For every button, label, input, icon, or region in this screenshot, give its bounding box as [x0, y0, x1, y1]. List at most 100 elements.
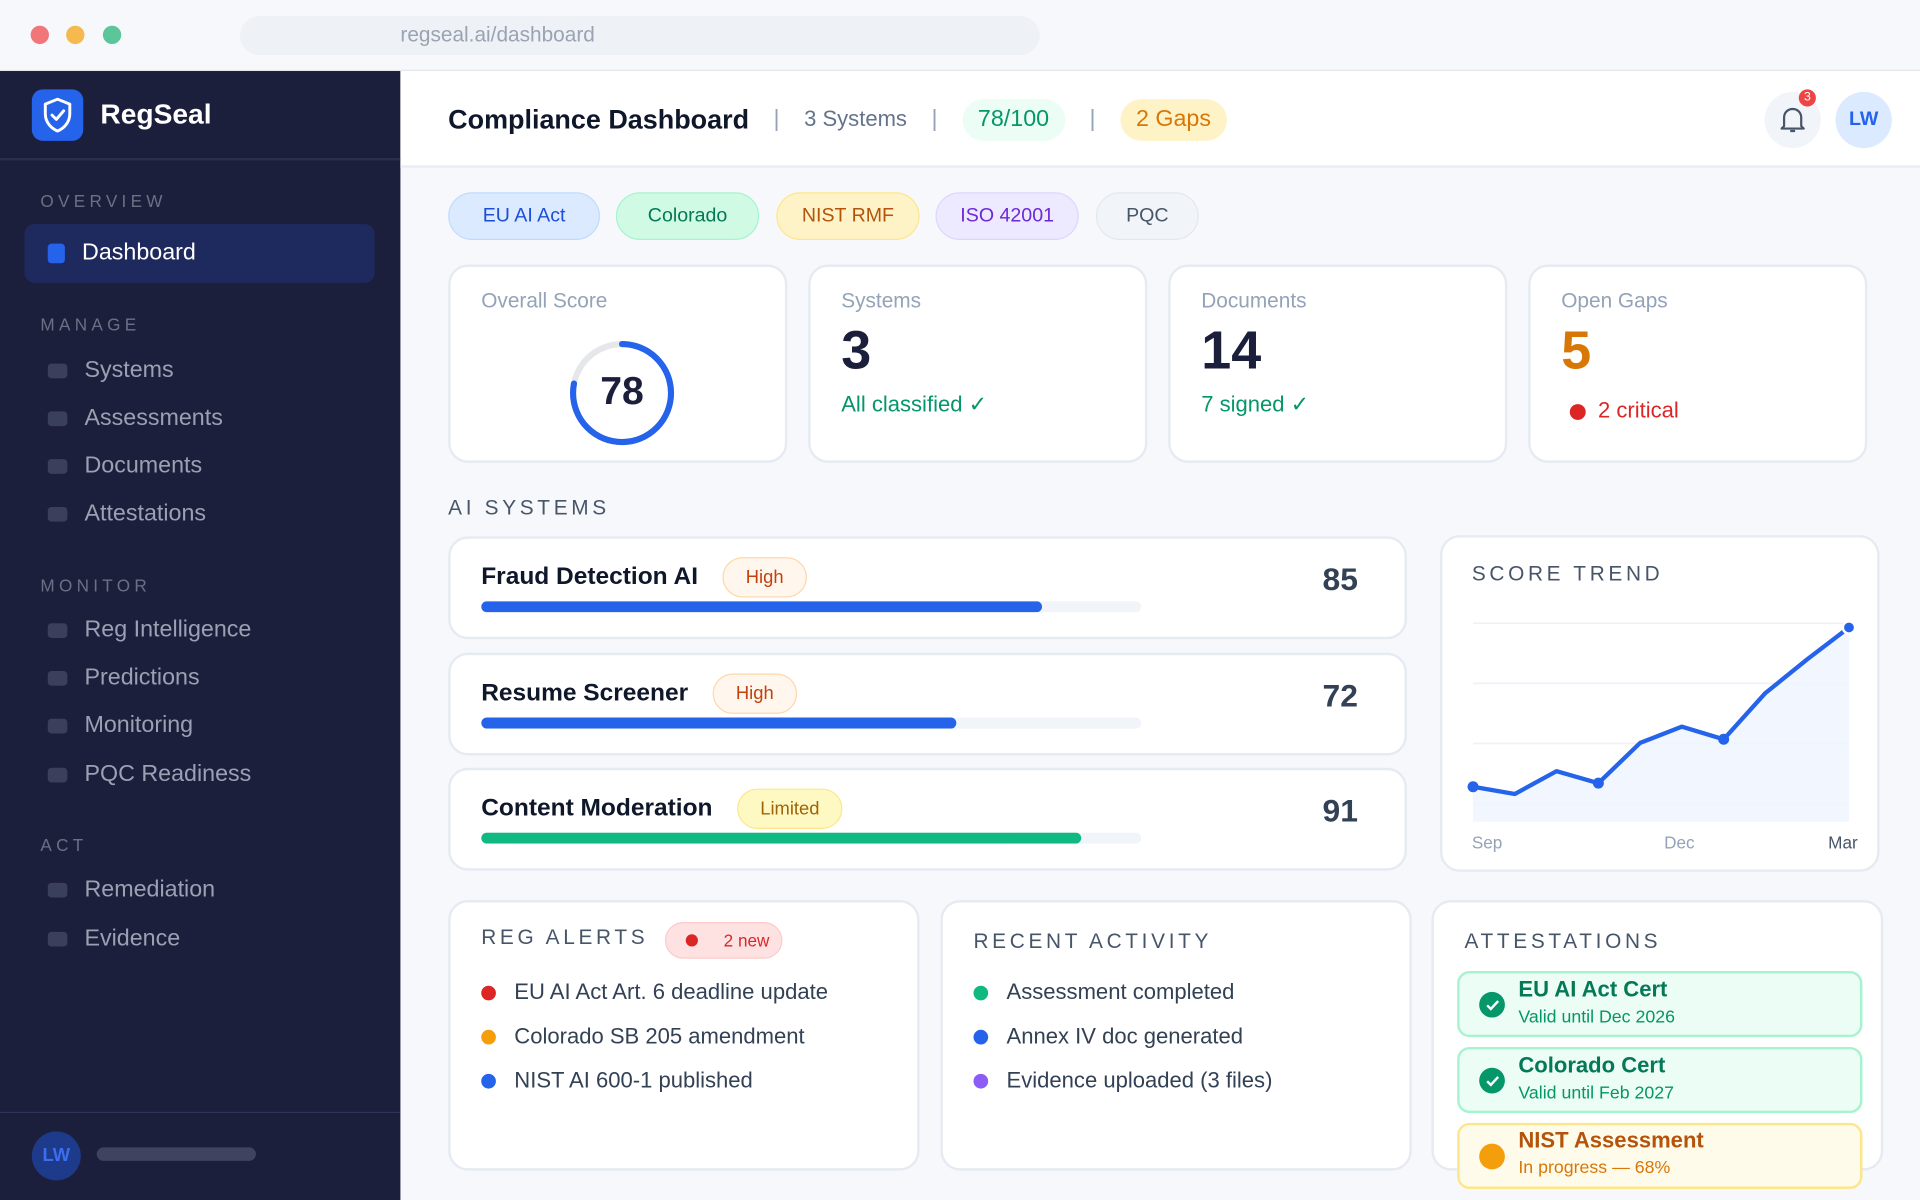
- sidebar-footer-divider: [0, 1111, 401, 1114]
- sidebar-item-reg-intelligence[interactable]: Reg Intelligence: [24, 606, 374, 655]
- sidebar-item-predictions[interactable]: Predictions: [24, 654, 374, 703]
- stat-label: Open Gaps: [1561, 288, 1668, 313]
- attestation-item[interactable]: NIST Assessment In progress — 68%: [1457, 1122, 1863, 1189]
- trend-line: [1472, 625, 1851, 797]
- tag-pqc[interactable]: PQC: [1095, 192, 1199, 241]
- alert-item[interactable]: EU AI Act Art. 6 deadline update: [481, 980, 828, 1006]
- section-label-manage: MANAGE: [40, 314, 141, 335]
- systems-card[interactable]: Systems 3 All classified ✓: [808, 264, 1148, 463]
- chart-title: SCORE TREND: [1471, 562, 1664, 586]
- pqc-readiness-icon: [47, 767, 68, 783]
- system-name: Fraud Detection AI: [481, 563, 699, 591]
- attestation-title: EU AI Act Cert: [1518, 977, 1668, 1002]
- assessments-icon: [47, 411, 68, 427]
- attestation-item[interactable]: Colorado Cert Valid until Feb 2027: [1457, 1046, 1863, 1114]
- sidebar-item-label: Predictions: [84, 664, 200, 691]
- bell-icon: [1780, 107, 1805, 133]
- attestation-title: Colorado Cert: [1518, 1053, 1666, 1078]
- monitoring-icon: [47, 718, 68, 734]
- purple-dot-icon: [973, 1073, 989, 1088]
- alert-text: NIST AI 600-1 published: [514, 1067, 753, 1093]
- card-title: ATTESTATIONS: [1464, 929, 1662, 953]
- stat-sub: All classified ✓: [841, 391, 988, 417]
- minimize-window-button[interactable]: [66, 25, 85, 45]
- x-tick-label: Mar: [1828, 832, 1858, 853]
- activity-text: Assessment completed: [1006, 979, 1235, 1005]
- sidebar-item-monitoring[interactable]: Monitoring: [24, 702, 374, 751]
- sidebar-item-systems[interactable]: Systems: [24, 347, 374, 396]
- url-bar[interactable]: regseal.ai/dashboard: [240, 15, 1040, 56]
- check-circle-icon: [1479, 1067, 1505, 1094]
- attestation-status: Valid until Dec 2026: [1518, 1007, 1675, 1028]
- system-score: 91: [1322, 792, 1358, 829]
- browser-titlebar: regseal.ai/dashboard: [0, 0, 1920, 72]
- alert-item[interactable]: Colorado SB 205 amendment: [481, 1024, 805, 1050]
- notifications-button[interactable]: 3: [1764, 89, 1821, 149]
- system-score: 72: [1322, 677, 1358, 714]
- orange-dot-icon: [481, 1029, 496, 1044]
- badge-label: 2 new: [723, 930, 770, 951]
- trend-area: [1473, 627, 1849, 822]
- gaps-pill[interactable]: 2 Gaps: [1120, 98, 1227, 141]
- user-avatar[interactable]: LW: [1835, 91, 1892, 149]
- system-header: Fraud Detection AI High: [481, 557, 807, 598]
- open-gaps-card[interactable]: Open Gaps 5 2 critical: [1528, 264, 1868, 463]
- page-header: Compliance Dashboard | 3 Systems | 78/10…: [400, 71, 1920, 168]
- activity-item[interactable]: Annex IV doc generated: [973, 1024, 1243, 1050]
- system-progress-fill: [481, 601, 1043, 613]
- recent-activity-card: RECENT ACTIVITY Assessment completed Ann…: [940, 900, 1412, 1171]
- green-dot-icon: [973, 985, 989, 1000]
- close-window-button[interactable]: [30, 25, 49, 45]
- trend-point: [1841, 620, 1857, 635]
- tag-colorado[interactable]: Colorado: [615, 192, 760, 241]
- tag-eu-ai-act[interactable]: EU AI Act: [448, 192, 601, 241]
- shield-logo-icon: [31, 89, 84, 141]
- sidebar-user-avatar[interactable]: LW: [31, 1131, 81, 1181]
- system-row[interactable]: Content Moderation Limited 91: [448, 767, 1407, 871]
- stat-value: 5: [1561, 320, 1592, 381]
- activity-item[interactable]: Assessment completed: [973, 980, 1234, 1006]
- risk-badge: High: [722, 557, 807, 598]
- attestations-card: ATTESTATIONS EU AI Act Cert Valid until …: [1431, 900, 1884, 1189]
- sidebar-item-remediation[interactable]: Remediation: [24, 866, 374, 915]
- documents-card[interactable]: Documents 14 7 signed ✓: [1168, 264, 1508, 463]
- stat-label: Systems: [841, 288, 922, 313]
- alert-dot-icon: [685, 934, 698, 947]
- activity-item[interactable]: Evidence uploaded (3 files): [973, 1068, 1272, 1094]
- sidebar-item-label: Attestations: [84, 500, 207, 527]
- score-ring-fill: [570, 341, 675, 446]
- new-alerts-badge[interactable]: 2 new: [664, 922, 783, 959]
- score-pill: 78/100: [961, 98, 1066, 141]
- attestation-item[interactable]: EU AI Act Cert Valid until Dec 2026: [1457, 971, 1863, 1038]
- systems-count: 3 Systems: [804, 106, 907, 132]
- stat-label: Documents: [1201, 288, 1307, 313]
- stat-sub: 7 signed ✓: [1201, 391, 1310, 417]
- tag-nist-rmf[interactable]: NIST RMF: [776, 192, 920, 241]
- remediation-icon: [47, 882, 68, 898]
- header-row: Compliance Dashboard | 3 Systems | 78/10…: [448, 71, 1227, 168]
- sidebar-item-dashboard[interactable]: Dashboard: [24, 224, 375, 283]
- red-dot-icon: [481, 985, 496, 1000]
- tag-iso-42001[interactable]: ISO 42001: [935, 192, 1079, 241]
- sidebar-item-assessments[interactable]: Assessments: [24, 394, 374, 443]
- sidebar-item-pqc-readiness[interactable]: PQC Readiness: [24, 751, 374, 800]
- overall-score-value: 78: [600, 368, 644, 413]
- sidebar-item-label: Systems: [84, 357, 174, 384]
- user-name-placeholder: [96, 1147, 256, 1161]
- sidebar-item-attestations[interactable]: Attestations: [24, 490, 374, 539]
- system-row[interactable]: Resume Screener High 72: [448, 652, 1407, 756]
- header-separator: |: [931, 105, 938, 132]
- sidebar-item-documents[interactable]: Documents: [24, 442, 374, 491]
- alert-item[interactable]: NIST AI 600-1 published: [481, 1068, 753, 1094]
- sidebar-item-label: PQC Readiness: [84, 761, 252, 788]
- system-progress-bar: [481, 717, 1142, 729]
- alert-text: EU AI Act Art. 6 deadline update: [514, 979, 828, 1005]
- section-label-act: ACT: [40, 835, 88, 855]
- in-progress-dot-icon: [1479, 1143, 1505, 1170]
- system-row[interactable]: Fraud Detection AI High 85: [448, 536, 1407, 640]
- system-header: Resume Screener High: [481, 673, 797, 714]
- sidebar-item-evidence[interactable]: Evidence: [24, 915, 374, 964]
- header-separator: |: [773, 105, 780, 132]
- maximize-window-button[interactable]: [102, 25, 122, 45]
- stat-label: Overall Score: [481, 288, 608, 313]
